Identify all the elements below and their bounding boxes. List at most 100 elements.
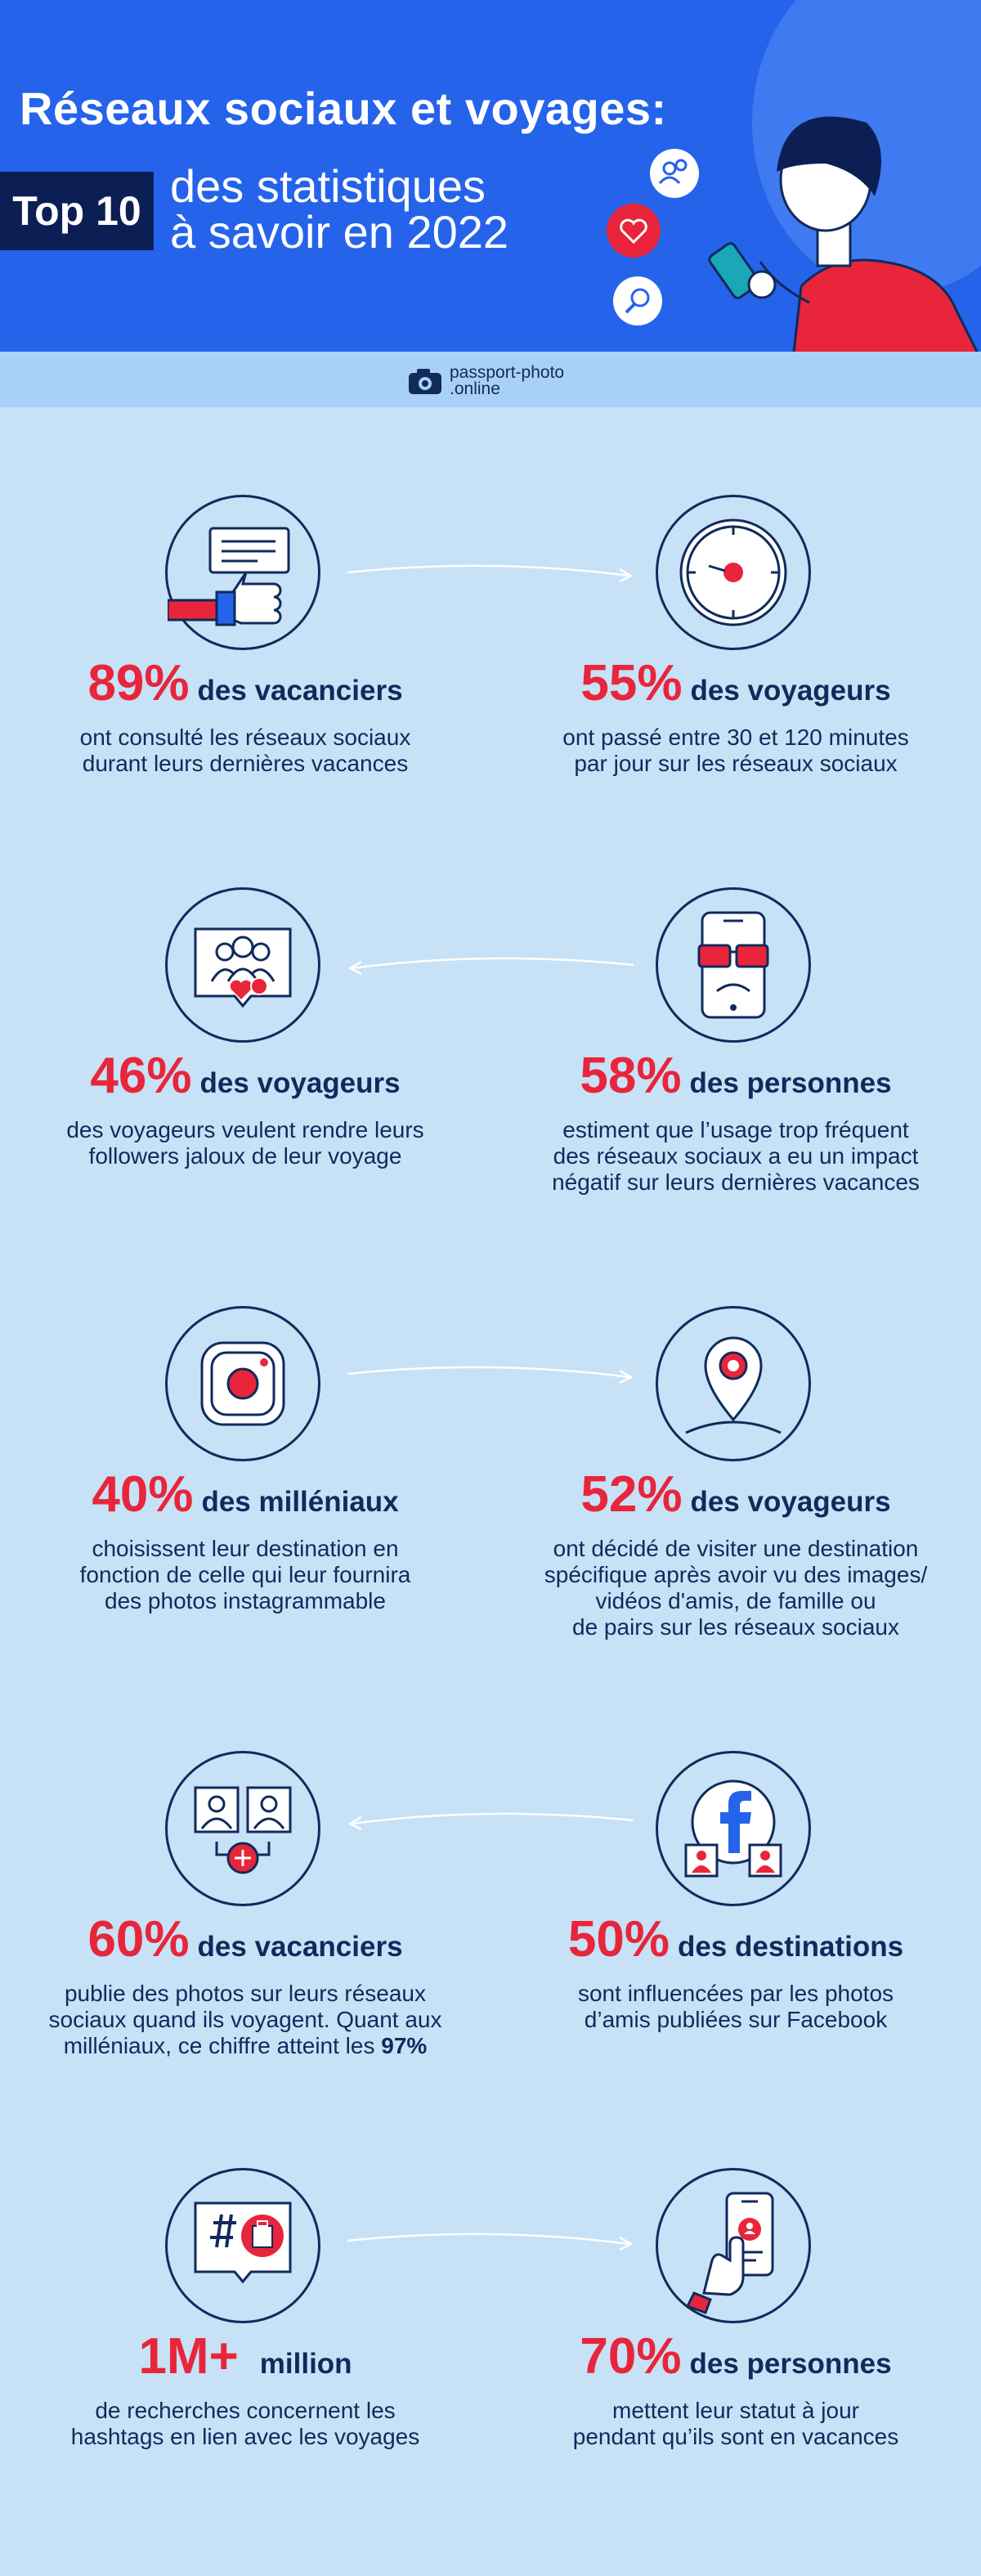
stat-7-icon-circle <box>165 1751 320 1906</box>
stat-3-percent: 46% <box>90 1048 192 1104</box>
stat-1-icon-circle <box>165 495 320 650</box>
stat-10-desc-line: mettent leur statut à jour <box>612 2398 859 2423</box>
arrow-right-1 <box>347 564 634 583</box>
stat-4-desc-line: estiment que l’usage trop fréquent <box>562 1117 909 1142</box>
stat-6-icon-circle <box>656 1306 811 1461</box>
stat-6-desc-line: de pairs sur les réseaux sociaux <box>572 1614 899 1640</box>
friends-bubble-icon <box>650 149 699 198</box>
brand-line-2: .online <box>450 379 500 398</box>
stat-8-description: sont influencées par les photos d’amis p… <box>490 1981 981 2033</box>
location-pin-icon <box>685 1336 782 1434</box>
sad-phone-icon <box>697 911 769 1019</box>
heart-bubble-icon <box>607 204 661 258</box>
subtitle-line-2: à savoir en 2022 <box>170 206 509 258</box>
stat-10-desc-line: pendant qu’ils sont en vacances <box>572 2424 899 2449</box>
brand-line-1: passport-photo <box>450 363 565 382</box>
camera-icon <box>409 369 441 394</box>
stat-1: 89% des vacanciers ont consulté les résea… <box>0 658 490 777</box>
arrow-right-3 <box>347 1366 634 1384</box>
stat-4-icon-circle <box>656 887 811 1043</box>
stat-9: 1M+ million de recherches concernent les … <box>0 2331 490 2450</box>
stat-3-desc-line: des voyageurs veulent rendre leurs <box>66 1117 424 1142</box>
stat-8-percent: 50% <box>567 1911 670 1968</box>
stat-9-desc-line: hashtags en lien avec les voyages <box>70 2424 420 2449</box>
search-bubble-icon <box>613 276 662 325</box>
stat-7-desc-line: milléniaux, ce chiffre atteint les 97% <box>0 2033 490 2059</box>
phone-status-icon <box>685 2192 774 2314</box>
stat-1-label: des vacanciers <box>197 675 403 707</box>
stat-10: 70% des personnes mettent leur statut à j… <box>490 2331 981 2450</box>
stat-6-desc-line: vidéos d'amis, de famille ou <box>595 1588 876 1613</box>
stat-3-description: des voyageurs veulent rendre leurs follo… <box>0 1117 490 1169</box>
stat-3-icon-circle <box>165 887 320 1043</box>
stat-4-label: des personnes <box>689 1067 892 1099</box>
stat-6: 52% des voyageurs ont décidé de visiter u… <box>490 1470 981 1640</box>
stat-1-desc-line: durant leurs dernières vacances <box>82 751 409 776</box>
clock-icon <box>679 518 787 626</box>
stat-7-desc-line: sociaux quand ils voyagent. Quant aux <box>48 2007 442 2032</box>
page-subtitle: des statistiques à savoir en 2022 <box>170 164 508 255</box>
stat-4-percent: 58% <box>580 1048 682 1104</box>
stat-6-percent: 52% <box>580 1466 683 1523</box>
stat-2-percent: 55% <box>580 655 683 711</box>
share-photos-icon <box>194 1786 292 1874</box>
stat-4: 58% des personnes estiment que l’usage tr… <box>490 1051 981 1196</box>
stat-2-desc-line: par jour sur les réseaux sociaux <box>574 751 898 776</box>
subtitle-line-1: des statistiques <box>170 160 486 212</box>
stat-8-label: des destinations <box>677 1931 904 1963</box>
stat-2-desc-line: ont passé entre 30 et 120 minutes <box>562 725 909 750</box>
stat-5-icon-circle <box>165 1306 320 1461</box>
person-with-phone-illustration <box>607 116 979 352</box>
stat-2-label: des voyageurs <box>690 675 891 707</box>
stat-5-desc-line: des photos instagrammable <box>105 1588 386 1613</box>
stat-9-desc-line: de recherches concernent les <box>95 2398 396 2423</box>
stat-6-desc-line: ont décidé de visiter une destination <box>553 1536 919 1561</box>
stat-7-desc-bold: 97% <box>381 2033 428 2058</box>
stat-6-label: des voyageurs <box>690 1486 891 1518</box>
stat-2-icon-circle <box>656 495 811 650</box>
followers-icon <box>194 927 292 1008</box>
stat-6-description: ont décidé de visiter une destination sp… <box>490 1536 981 1640</box>
hashtag-icon <box>194 2201 292 2284</box>
stat-4-description: estiment que l’usage trop fréquent des r… <box>490 1117 981 1196</box>
stat-9-icon-circle <box>165 2168 320 2323</box>
stat-4-desc-line: des réseaux sociaux a eu un impact <box>553 1143 919 1169</box>
stat-7-label: des vacanciers <box>197 1931 403 1963</box>
stat-3: 46% des voyageurs des voyageurs veulent r… <box>0 1051 490 1169</box>
brand-logo: passport-photo .online <box>407 363 565 398</box>
stat-9-percent: 1M+ <box>138 2328 239 2385</box>
stat-10-description: mettent leur statut à jour pendant qu’il… <box>490 2398 981 2450</box>
stat-6-desc-line: spécifique après avoir vu des images/ <box>544 1562 928 1587</box>
stat-3-desc-line: followers jaloux de leur voyage <box>88 1143 402 1169</box>
stat-7-description: publie des photos sur leurs réseaux soci… <box>0 1981 490 2059</box>
stat-5-description: choisissent leur destination en fonction… <box>0 1536 490 1614</box>
stat-8-desc-line: sont influencées par les photos <box>577 1981 894 2006</box>
stat-8: 50% des destinations sont influencées par… <box>490 1914 981 2033</box>
facebook-icon <box>684 1779 782 1878</box>
stat-5-percent: 40% <box>92 1466 194 1523</box>
stat-5-desc-line: choisissent leur destination en <box>92 1536 399 1561</box>
arrow-left-4 <box>347 1812 634 1831</box>
stat-3-label: des voyageurs <box>199 1067 401 1099</box>
instagram-icon <box>200 1341 285 1426</box>
stat-5: 40% des milléniaux choisissent leur desti… <box>0 1470 490 1614</box>
stat-5-label: des milléniaux <box>201 1486 399 1518</box>
stat-5-desc-line: fonction de celle qui leur fournira <box>79 1562 411 1587</box>
stat-9-label: million <box>259 2348 352 2380</box>
arrow-left-2 <box>347 957 634 976</box>
stat-8-icon-circle <box>656 1751 811 1906</box>
page-title: Réseaux sociaux et voyages: <box>20 83 667 134</box>
thumbs-up-icon <box>168 527 290 626</box>
stat-1-desc-line: ont consulté les réseaux sociaux <box>79 725 411 750</box>
brand-bar <box>0 352 981 407</box>
stat-10-label: des personnes <box>689 2348 892 2380</box>
stat-10-percent: 70% <box>580 2328 682 2385</box>
stat-10-icon-circle <box>656 2168 811 2323</box>
stat-7-percent: 60% <box>87 1911 190 1968</box>
stat-1-description: ont consulté les réseaux sociaux durant … <box>0 725 490 777</box>
stat-4-desc-line: négatif sur leurs dernières vacances <box>552 1169 920 1195</box>
stat-7-desc-text: milléniaux, ce chiffre atteint les <box>63 2033 382 2058</box>
top10-badge: Top 10 <box>0 172 154 250</box>
stat-9-description: de recherches concernent les hashtags en… <box>0 2398 490 2450</box>
stat-7-desc-line: publie des photos sur leurs réseaux <box>64 1981 427 2006</box>
